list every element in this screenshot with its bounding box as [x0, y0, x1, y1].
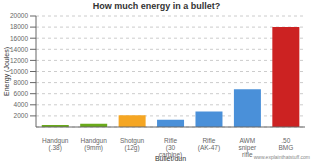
svg-text:12000: 12000 — [10, 57, 28, 64]
svg-text:Rifle(AK-47): Rifle(AK-47) — [198, 137, 220, 152]
svg-text:Handgun(.38): Handgun(.38) — [42, 137, 69, 152]
svg-text:Bullet/gun: Bullet/gun — [155, 155, 186, 161]
svg-text:.50BMG: .50BMG — [278, 137, 293, 151]
svg-text:4000: 4000 — [14, 101, 29, 108]
svg-text:10000: 10000 — [10, 68, 28, 75]
svg-text:18000: 18000 — [10, 23, 28, 30]
svg-text:Energy (Joules): Energy (Joules) — [8, 47, 11, 96]
svg-text:Handgun(9mm): Handgun(9mm) — [80, 137, 107, 152]
svg-text:Shotgun(12g): Shotgun(12g) — [120, 137, 145, 152]
svg-text:16000: 16000 — [10, 35, 28, 42]
svg-text:8000: 8000 — [14, 79, 29, 86]
svg-text:14000: 14000 — [10, 46, 28, 53]
svg-text:2000: 2000 — [14, 112, 29, 119]
svg-text:20000: 20000 — [10, 12, 28, 19]
svg-text:6000: 6000 — [14, 90, 29, 97]
